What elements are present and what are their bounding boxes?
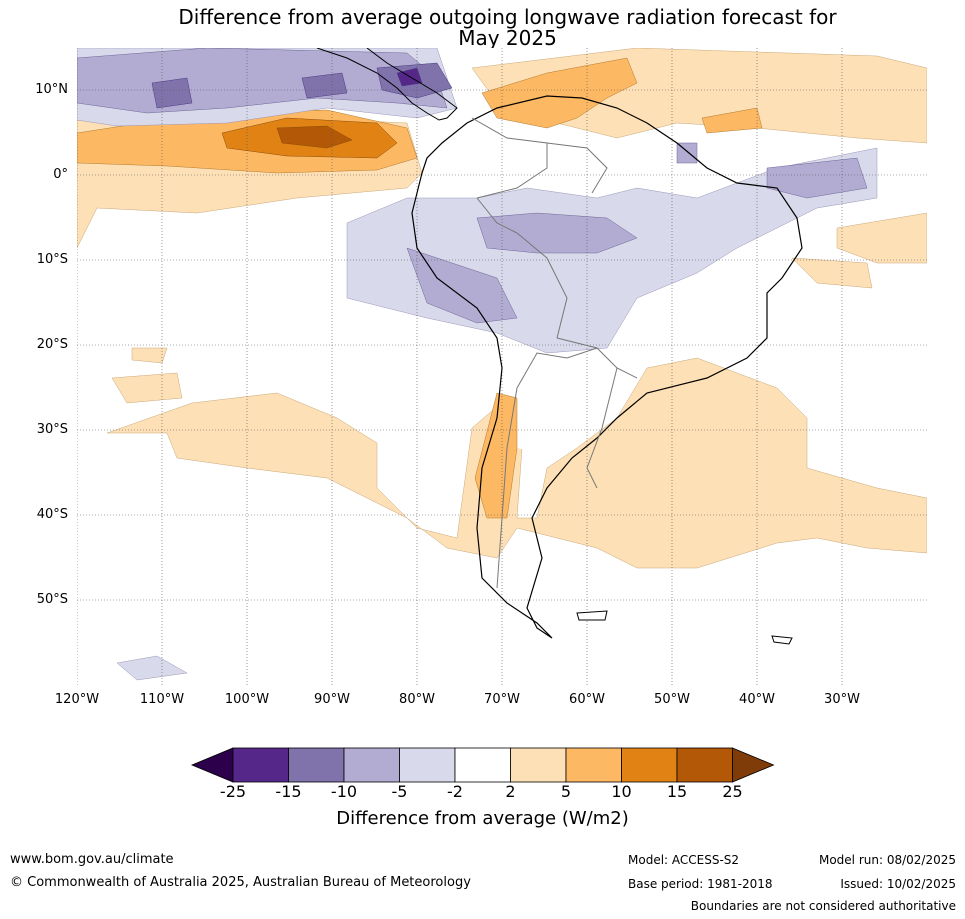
colorbar-segment [399,747,456,783]
lon-label-30w: 30°W [824,692,860,707]
map-title-line-2: May 2025 [458,26,557,50]
colorbar-tick-label: -15 [275,782,302,801]
colorbar-extend-high [732,747,775,783]
lat-label-10n: 10°N [35,82,68,97]
anomaly-dark-purple [151,62,453,109]
lat-label-20s: 20°S [36,337,68,352]
lon-label-40w: 40°W [739,692,775,707]
lat-label-30s: 30°S [36,422,68,437]
colorbar [190,747,775,783]
colorbar-tick-label: 15 [666,782,688,801]
colorbar-segment [288,747,345,783]
footer-issued: Issued: 10/02/2025 [840,877,956,891]
colorbar-tick-label: 25 [722,782,743,801]
lon-label-70w: 70°W [484,692,520,707]
anomaly-dark-orange [221,117,398,159]
lon-label-80w: 80°W [399,692,435,707]
map-title-line-1: Difference from average outgoing longwav… [178,5,837,29]
footer-website[interactable]: www.bom.gov.au/climate [10,852,174,867]
colorbar-tick-label: 10 [611,782,632,801]
lon-label-100w: 100°W [224,692,270,707]
colorbar-segment [232,747,289,783]
lon-label-60w: 60°W [569,692,605,707]
lat-label-50s: 50°S [36,592,68,607]
colorbar-segment [343,747,400,783]
colorbar-tick-label: -10 [330,782,358,801]
islands [576,610,793,645]
colorbar-tick-label: 5 [560,782,572,801]
colorbar-extend-low [190,747,234,783]
colorbar-tick-label: -25 [219,782,247,801]
colorbar-segment [621,747,678,783]
colorbar-tick-label: -5 [391,782,408,801]
lon-label-120w: 120°W [54,692,100,707]
colorbar-label: Difference from average (W/m2) [336,808,629,829]
colorbar-segment [454,747,511,783]
footer-base-period: Base period: 1981-2018 [628,877,773,891]
colorbar-segment [510,747,567,783]
colorbar-segment [676,747,733,783]
colorbar-segment [565,747,622,783]
footer-model-run: Model run: 08/02/2025 [818,853,956,867]
lon-label-50w: 50°W [654,692,690,707]
colorbar-tick-label: -2 [447,782,463,801]
colorbar-tick-label: 2 [505,782,516,801]
lat-label-0: 0° [53,167,68,182]
map-panel [77,48,927,685]
lon-label-90w: 90°W [314,692,350,707]
country-borders [471,117,638,589]
anomaly-map [77,48,927,685]
footer-disclaimer: Boundaries are not considered authoritat… [690,899,956,913]
central-america-coastline [316,48,458,121]
south-america-coastline [411,95,803,639]
lon-label-110w: 110°W [139,692,185,707]
footer-copyright: © Commonwealth of Australia 2025, Austra… [10,875,471,890]
footer-model: Model: ACCESS-S2 [628,853,740,867]
lat-label-10s: 10°S [36,252,68,267]
lat-label-40s: 40°S [36,507,68,522]
